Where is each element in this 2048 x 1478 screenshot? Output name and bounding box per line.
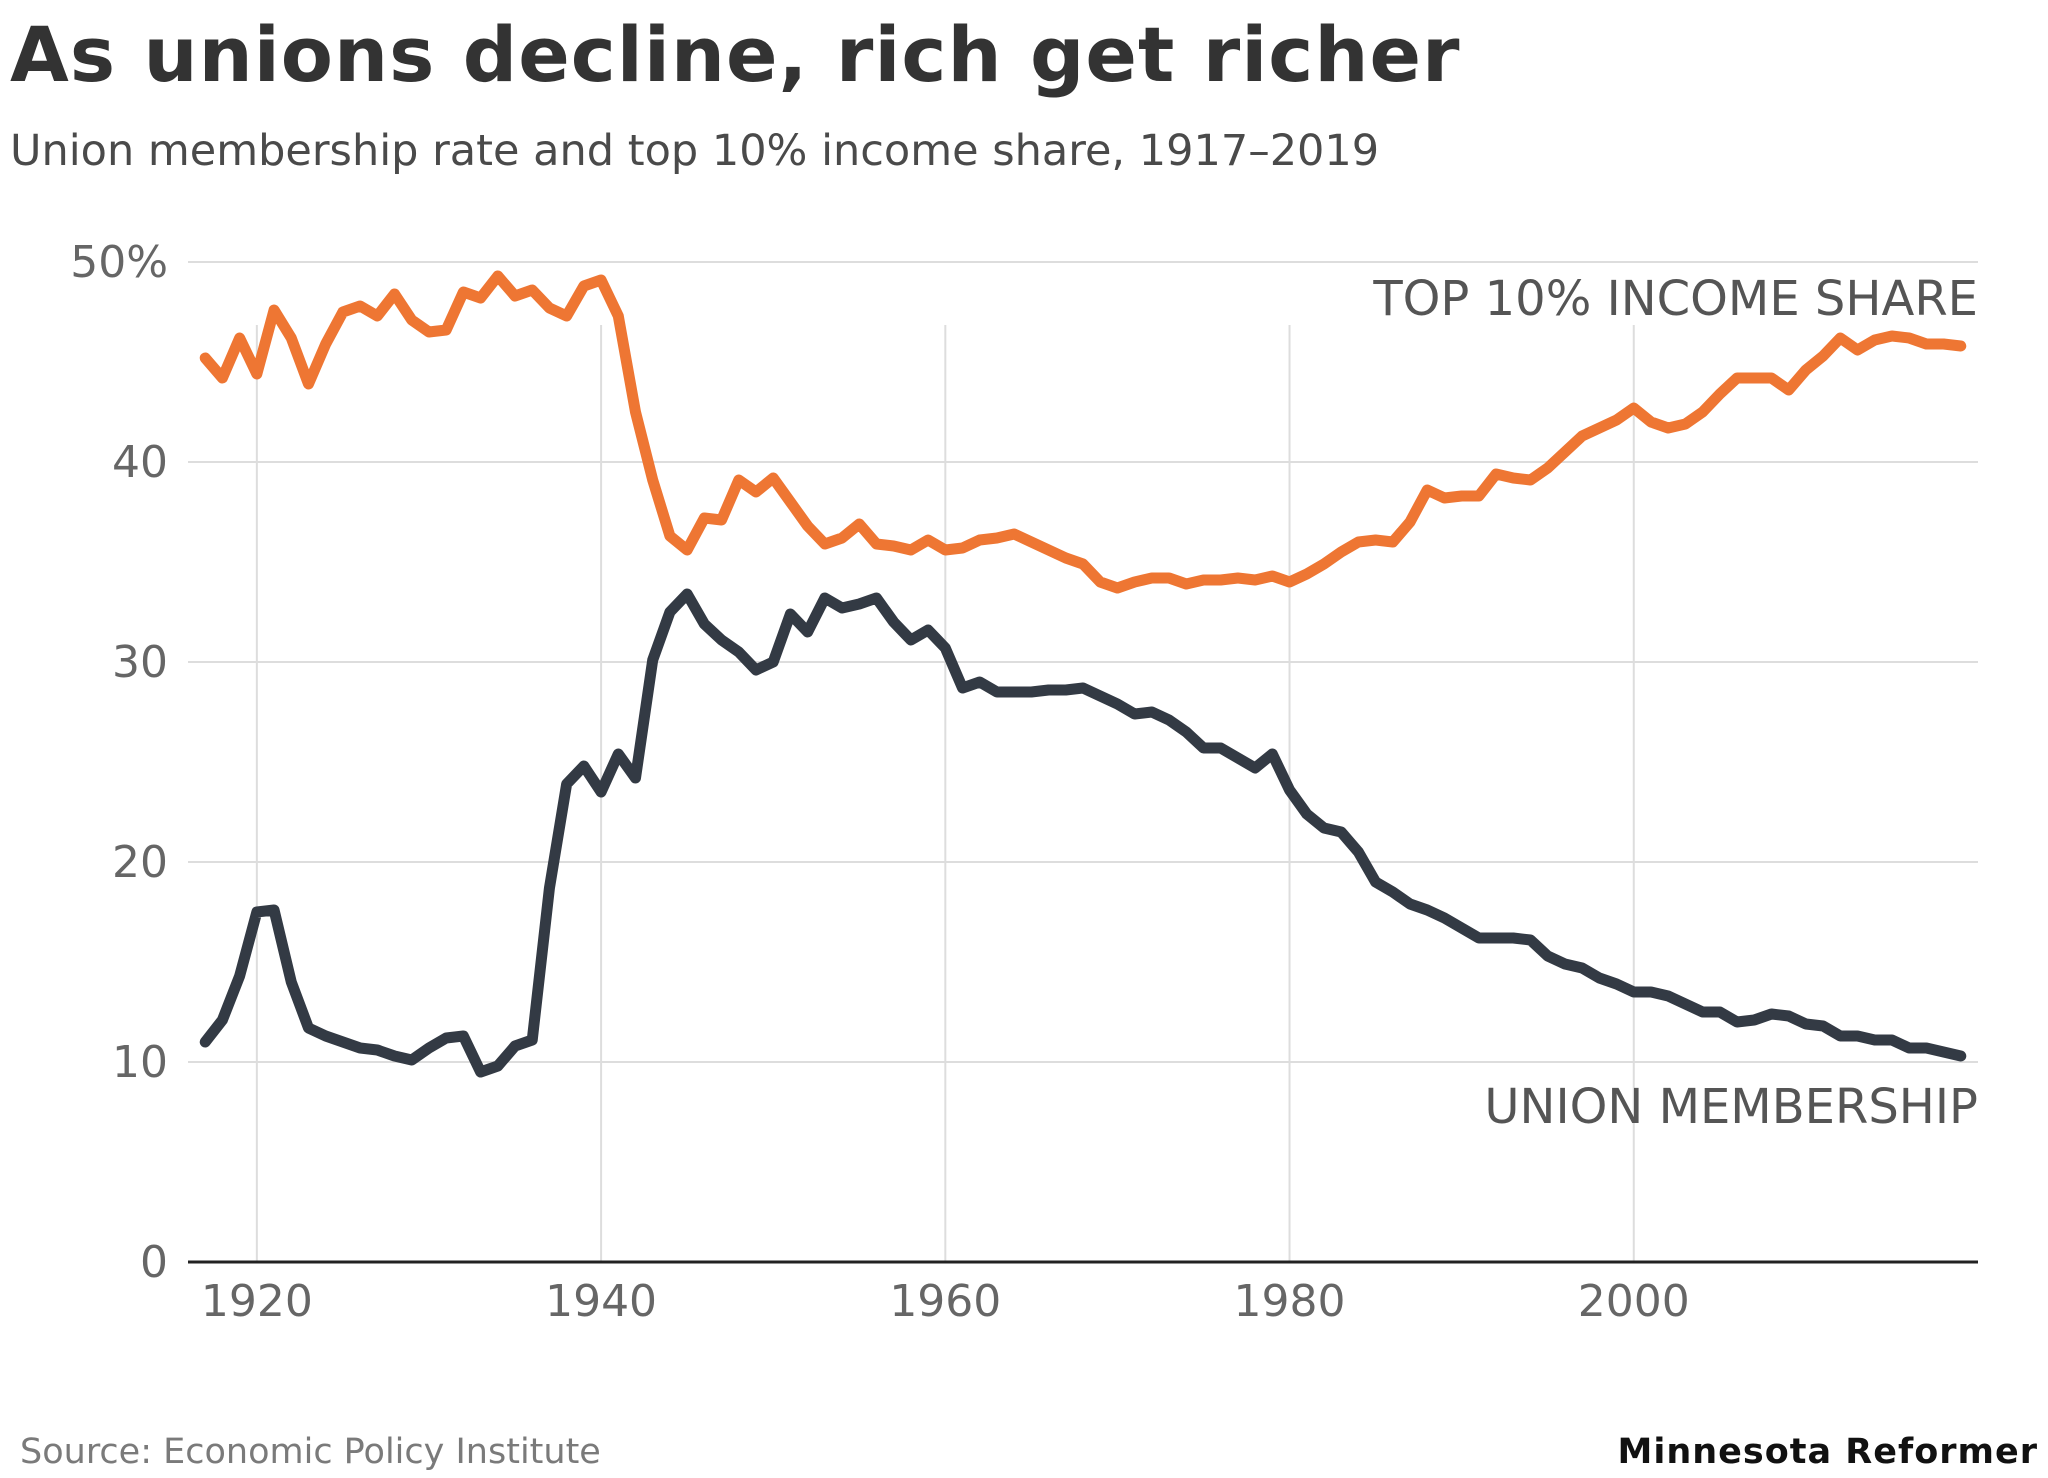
y-tick-label: 40: [112, 437, 168, 488]
x-tick-label: 1960: [889, 1276, 1001, 1327]
y-tick-label: 30: [112, 637, 168, 688]
y-tick-label: 50%: [70, 237, 168, 288]
income-share-annotation: TOP 10% INCOME SHARE: [1372, 271, 1978, 327]
chart-labels: TOP 10% INCOME SHARE UNION MEMBERSHIP: [1372, 271, 1978, 1135]
union-membership-annotation: UNION MEMBERSHIP: [1484, 1079, 1978, 1135]
union-membership-line: [199, 588, 1967, 1078]
publisher-logo-text: Minnesota Reformer: [1617, 1432, 2038, 1472]
x-tick-label: 1940: [545, 1276, 657, 1327]
chart-subtitle: Union membership rate and top 10% income…: [10, 126, 1380, 176]
axes: 0 10 20 30 40 50% 1920 1940 1960 1980 2000: [70, 237, 1978, 1327]
source-note: Source: Economic Policy Institute: [20, 1432, 601, 1472]
income-share-line: [199, 270, 1967, 594]
series-lines: [199, 270, 1967, 1078]
y-tick-label: 10: [112, 1037, 168, 1088]
x-tick-label: 1920: [201, 1276, 313, 1327]
x-tick-label: 1980: [1234, 1276, 1346, 1327]
y-tick-label: 0: [140, 1237, 168, 1288]
chart-title: As unions decline, rich get richer: [10, 10, 1461, 99]
x-tick-label: 2000: [1578, 1276, 1690, 1327]
y-tick-label: 20: [112, 837, 168, 888]
